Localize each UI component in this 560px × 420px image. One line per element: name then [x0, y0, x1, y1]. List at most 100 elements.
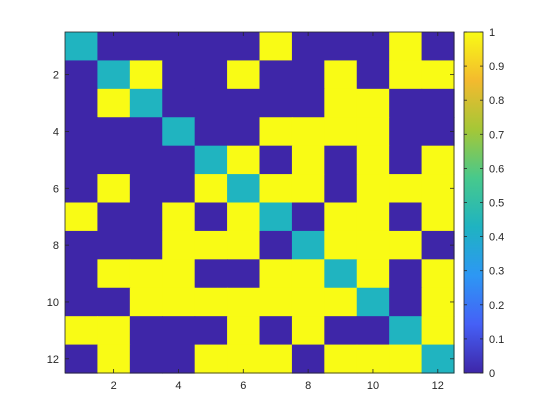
heatmap-cell — [162, 287, 196, 317]
heatmap-cell — [324, 117, 358, 147]
plot-area-border — [64, 31, 455, 374]
heatmap-cell — [389, 174, 423, 204]
heatmap-cell — [194, 230, 228, 260]
heatmap-cell — [97, 88, 131, 118]
heatmap-cell — [194, 60, 228, 90]
heatmap-cell — [97, 60, 131, 90]
heatmap-cell — [421, 344, 455, 374]
x-tick-label: 2 — [111, 380, 117, 392]
heatmap-cell — [421, 230, 455, 260]
heatmap-cell — [194, 344, 228, 374]
heatmap-cell — [291, 344, 325, 374]
heatmap-cell — [356, 287, 390, 317]
heatmap-cell — [97, 230, 131, 260]
heatmap-cell — [65, 316, 99, 346]
heatmap-cell — [356, 32, 390, 62]
heatmap-cell — [97, 145, 131, 175]
heatmap-cell — [324, 287, 358, 317]
heatmap-cell — [97, 32, 131, 62]
heatmap-cell — [421, 316, 455, 346]
y-tick-label: 12 — [47, 354, 59, 366]
colorbar-tick-label: 0.3 — [489, 266, 504, 278]
heatmap-cell — [65, 202, 99, 232]
heatmap-cell — [389, 230, 423, 260]
colorbar-tick-label: 0.5 — [489, 198, 504, 210]
heatmap-cell — [259, 316, 293, 346]
colorbar-tick-label: 0.9 — [489, 61, 504, 73]
heatmap-cell — [356, 259, 390, 289]
heatmap-cell — [194, 88, 228, 118]
colorbar-tick-label: 0 — [489, 368, 495, 380]
y-tick-label: 8 — [53, 240, 59, 252]
heatmap-cell — [356, 230, 390, 260]
heatmap-cell — [129, 259, 163, 289]
heatmap-cell — [65, 32, 99, 62]
heatmap-cell — [324, 174, 358, 204]
heatmap-cell — [389, 88, 423, 118]
heatmap-cell — [227, 230, 261, 260]
heatmap-cell — [129, 32, 163, 62]
heatmap-cell — [291, 316, 325, 346]
heatmap-cell — [65, 259, 99, 289]
heatmap-cell — [259, 230, 293, 260]
y-tick-labels: 2 4 6 8 10 12 — [47, 70, 59, 366]
heatmap-cell — [421, 60, 455, 90]
heatmap-cell — [227, 117, 261, 147]
heatmap-cell — [194, 202, 228, 232]
heatmap-cell — [389, 117, 423, 147]
heatmap-cell — [97, 287, 131, 317]
colorbar-tick-label: 1 — [489, 27, 495, 39]
heatmap-cell — [194, 259, 228, 289]
heatmap-cell — [259, 344, 293, 374]
x-tick-label: 10 — [367, 380, 379, 392]
heatmap-cell — [129, 117, 163, 147]
heatmap-cell — [291, 174, 325, 204]
heatmap-cell — [324, 344, 358, 374]
heatmap-cell — [421, 32, 455, 62]
heatmap-cell — [421, 259, 455, 289]
colorbar-tick-label: 0.2 — [489, 300, 504, 312]
heatmap-cell — [421, 88, 455, 118]
axis-ticks — [65, 32, 454, 373]
heatmap-cell — [324, 32, 358, 62]
heatmap-cell — [421, 117, 455, 147]
heatmap-cell — [227, 174, 261, 204]
heatmap-cell — [291, 287, 325, 317]
heatmap-cell — [129, 202, 163, 232]
heatmap-cell — [389, 202, 423, 232]
heatmap-cell — [421, 174, 455, 204]
heatmap-cell — [259, 259, 293, 289]
heatmap-cell — [324, 60, 358, 90]
heatmap-cell — [389, 32, 423, 62]
heatmap-cell — [421, 145, 455, 175]
heatmap-cell — [227, 259, 261, 289]
heatmap-cell — [291, 202, 325, 232]
heatmap-cell — [227, 60, 261, 90]
heatmap-cell — [194, 145, 228, 175]
heatmap-cell — [356, 202, 390, 232]
heatmap-cell — [227, 287, 261, 317]
heatmap-cell — [129, 88, 163, 118]
heatmap-cell — [97, 117, 131, 147]
heatmap-cell — [65, 174, 99, 204]
heatmap-cell — [389, 259, 423, 289]
heatmap-cell — [162, 202, 196, 232]
heatmap-cell — [97, 316, 131, 346]
heatmap-cell — [259, 32, 293, 62]
heatmap-cell — [129, 344, 163, 374]
heatmap-cell — [97, 259, 131, 289]
heatmap-cell — [389, 145, 423, 175]
heatmap-cell — [227, 145, 261, 175]
heatmap-cell — [324, 88, 358, 118]
heatmap-cell — [291, 60, 325, 90]
heatmap-cell — [162, 117, 196, 147]
heatmap-cell — [259, 145, 293, 175]
heatmap-cell — [421, 287, 455, 317]
heatmap-cell — [259, 174, 293, 204]
heatmap-cell — [162, 344, 196, 374]
heatmap-cell — [291, 259, 325, 289]
heatmap-cell — [356, 117, 390, 147]
heatmap-cell — [356, 174, 390, 204]
heatmap-cell — [227, 316, 261, 346]
